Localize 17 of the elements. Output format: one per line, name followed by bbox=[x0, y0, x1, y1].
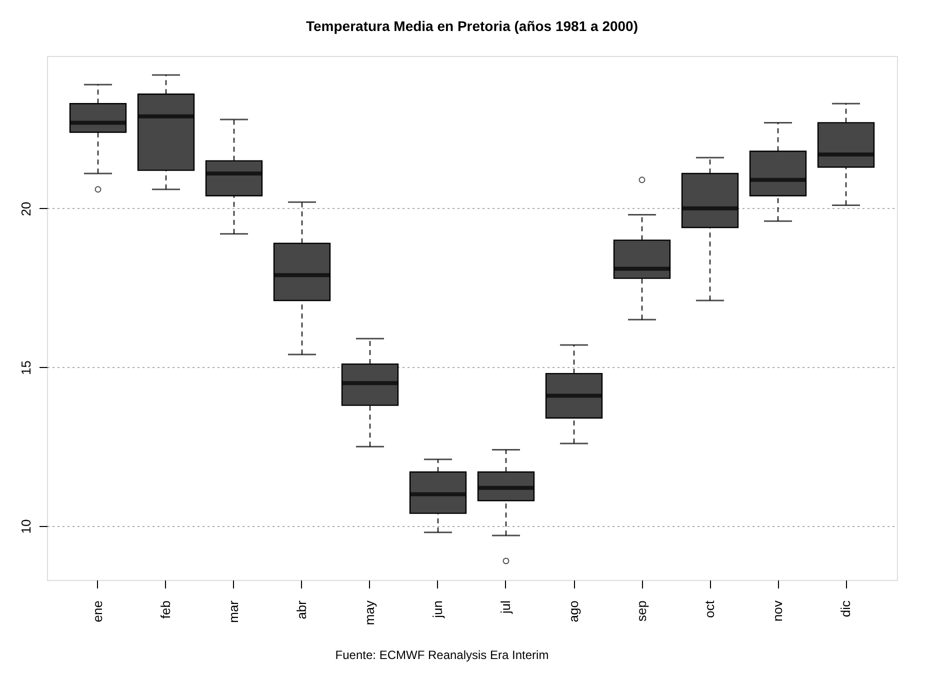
x-tick-label: jun bbox=[430, 600, 445, 619]
x-tick-label: feb bbox=[158, 600, 173, 619]
x-tick-label: oct bbox=[702, 600, 717, 618]
x-tick-label: dic bbox=[838, 600, 853, 618]
source-note: Fuente: ECMWF Reanalysis Era Interim bbox=[335, 648, 549, 662]
x-tick-label: may bbox=[362, 600, 377, 626]
y-tick-label: 15 bbox=[18, 360, 34, 375]
x-tick-label: jul bbox=[498, 600, 513, 615]
x-tick-label: mar bbox=[226, 600, 241, 623]
x-tick-label: nov bbox=[770, 600, 785, 622]
chart-title: Temperatura Media en Pretoria (años 1981 a 2000) bbox=[306, 18, 638, 34]
x-tick-label: abr bbox=[294, 600, 309, 620]
y-tick-label: 10 bbox=[18, 519, 34, 534]
x-tick-label: sep bbox=[634, 600, 649, 622]
x-tick-label: ago bbox=[566, 600, 581, 622]
y-tick-label: 20 bbox=[18, 202, 34, 216]
x-tick-label: ene bbox=[90, 600, 105, 622]
